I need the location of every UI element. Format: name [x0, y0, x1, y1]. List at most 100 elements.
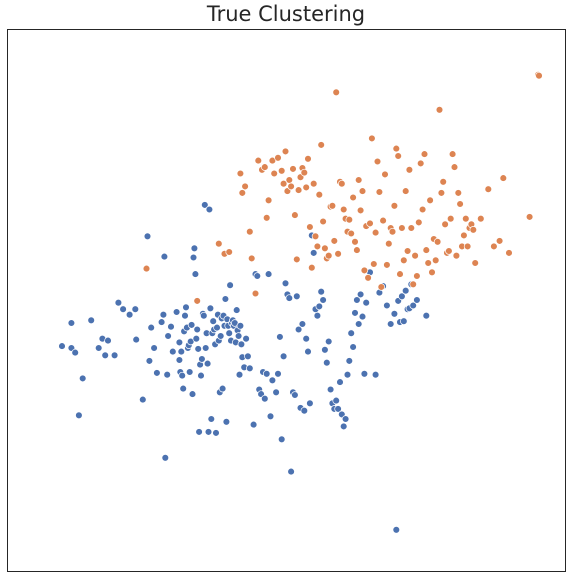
scatter-point-series-2 [339, 205, 348, 214]
scatter-point-series-2 [499, 174, 508, 182]
chart-title: True Clustering [206, 2, 366, 26]
scatter-point-series-1 [225, 329, 233, 337]
scatter-point-series-1 [249, 420, 258, 429]
scatter-point-series-1 [189, 253, 198, 262]
scatter-point-series-1 [236, 322, 245, 330]
scatter-point-series-1 [161, 454, 170, 462]
scatter-point-series-1 [334, 405, 342, 413]
scatter-point-series-2 [291, 211, 299, 219]
scatter-point-series-1 [277, 435, 286, 444]
scatter-point-series-1 [114, 298, 123, 307]
scatter-point-series-2 [308, 263, 316, 272]
scatter-point-series-2 [411, 251, 419, 260]
scatter-point-series-2 [281, 147, 290, 156]
scatter-point-series-1 [201, 344, 210, 352]
scatter-point-series-2 [401, 187, 410, 195]
scatter-point-series-2 [225, 248, 233, 256]
scatter-point-series-1 [354, 320, 363, 328]
scatter-point-series-2 [413, 272, 421, 280]
scatter-point-series-2 [287, 182, 295, 191]
scatter-point-series-1 [221, 295, 230, 303]
scatter-point-series-2 [439, 178, 447, 186]
scatter-point-series-1 [159, 310, 168, 319]
scatter-point-series-2 [241, 182, 249, 191]
scatter-point-series-1 [101, 351, 109, 360]
scatter-point-series-1 [332, 396, 340, 405]
scatter-point-series-2 [418, 205, 427, 214]
scatter-point-series-1 [285, 294, 294, 302]
scatter-point-series-1 [400, 317, 408, 325]
scatter-point-series-1 [300, 406, 309, 415]
scatter-point-series-2 [215, 239, 223, 248]
scatter-point-series-1 [386, 320, 395, 328]
scatter-point-series-1 [294, 325, 303, 334]
scatter-point-series-1 [268, 376, 277, 385]
scatter-point-series-1 [190, 244, 199, 253]
scatter-point-series-2 [490, 242, 498, 251]
scatter-point-series-1 [306, 399, 314, 408]
scatter-point-series-2 [441, 220, 449, 229]
scatter-point-series-2 [426, 196, 434, 205]
scatter-point-series-1 [392, 526, 401, 534]
scatter-point-series-1 [203, 359, 212, 368]
scatter-point-series-1 [353, 296, 361, 304]
scatter-point-series-1 [360, 370, 369, 378]
scatter-point-series-1 [169, 347, 177, 356]
scatter-point-series-1 [345, 357, 354, 365]
scatter-point-series-2 [400, 256, 408, 265]
scatter-point-series-1 [218, 384, 227, 393]
scatter-point-series-2 [437, 189, 446, 197]
scatter-point-series-2 [463, 242, 472, 251]
scatter-point-series-1 [181, 311, 189, 320]
scatter-point-series-2 [238, 189, 247, 197]
scatter-point-series-1 [274, 370, 282, 378]
scatter-point-series-2 [450, 163, 459, 171]
scatter-point-series-2 [409, 280, 417, 289]
scatter-point-series-2 [313, 242, 322, 251]
scatter-point-series-1 [147, 323, 155, 332]
scatter-point-series-2 [477, 214, 485, 223]
scatter-point-series-1 [67, 319, 76, 327]
scatter-point-series-2 [279, 179, 288, 188]
scatter-point-series-1 [272, 388, 280, 397]
scatter-point-series-2 [392, 144, 401, 153]
scatter-point-series-2 [311, 232, 320, 241]
scatter-point-series-2 [370, 260, 378, 268]
scatter-point-series-2 [394, 152, 402, 160]
scatter-point-series-1 [226, 281, 234, 289]
scatter-point-series-2 [428, 268, 436, 277]
scatter-point-series-2 [448, 150, 457, 158]
scatter-point-series-1 [195, 428, 203, 436]
scatter-point-series-2 [388, 227, 397, 236]
scatter-point-series-2 [373, 157, 382, 166]
scatter-point-series-1 [216, 332, 225, 340]
scatter-point-series-2 [424, 259, 432, 267]
scatter-point-series-1 [261, 394, 269, 403]
scatter-point-series-1 [279, 352, 288, 361]
scatter-point-series-2 [309, 179, 318, 188]
scatter-point-series-2 [289, 165, 297, 173]
scatter-point-series-1 [222, 418, 231, 426]
scatter-point-series-1 [188, 390, 197, 398]
scatter-point-series-2 [274, 154, 282, 162]
scatter-point-series-1 [317, 287, 325, 296]
scatter-point-series-2 [420, 150, 429, 158]
scatter-point-series-2 [302, 183, 310, 192]
scatter-point-series-1 [336, 378, 344, 386]
scatter-point-series-2 [332, 88, 340, 97]
scatter-point-series-2 [142, 264, 151, 273]
scatter-point-series-1 [204, 428, 213, 436]
scatter-point-series-2 [405, 166, 414, 174]
scatter-point-series-1 [349, 343, 357, 351]
scatter-point-series-1 [266, 412, 275, 421]
scatter-point-series-1 [287, 467, 295, 476]
scatter-point-series-1 [182, 303, 190, 312]
scatter-point-series-2 [300, 168, 309, 177]
scatter-point-series-2 [398, 224, 406, 232]
scatter-point-series-2 [285, 176, 294, 184]
scatter-point-series-1 [347, 329, 355, 337]
scatter-point-series-1 [160, 252, 169, 261]
scatter-point-series-1 [71, 348, 79, 357]
scatter-point-series-2 [236, 169, 245, 178]
scatter-point-series-1 [131, 305, 140, 313]
